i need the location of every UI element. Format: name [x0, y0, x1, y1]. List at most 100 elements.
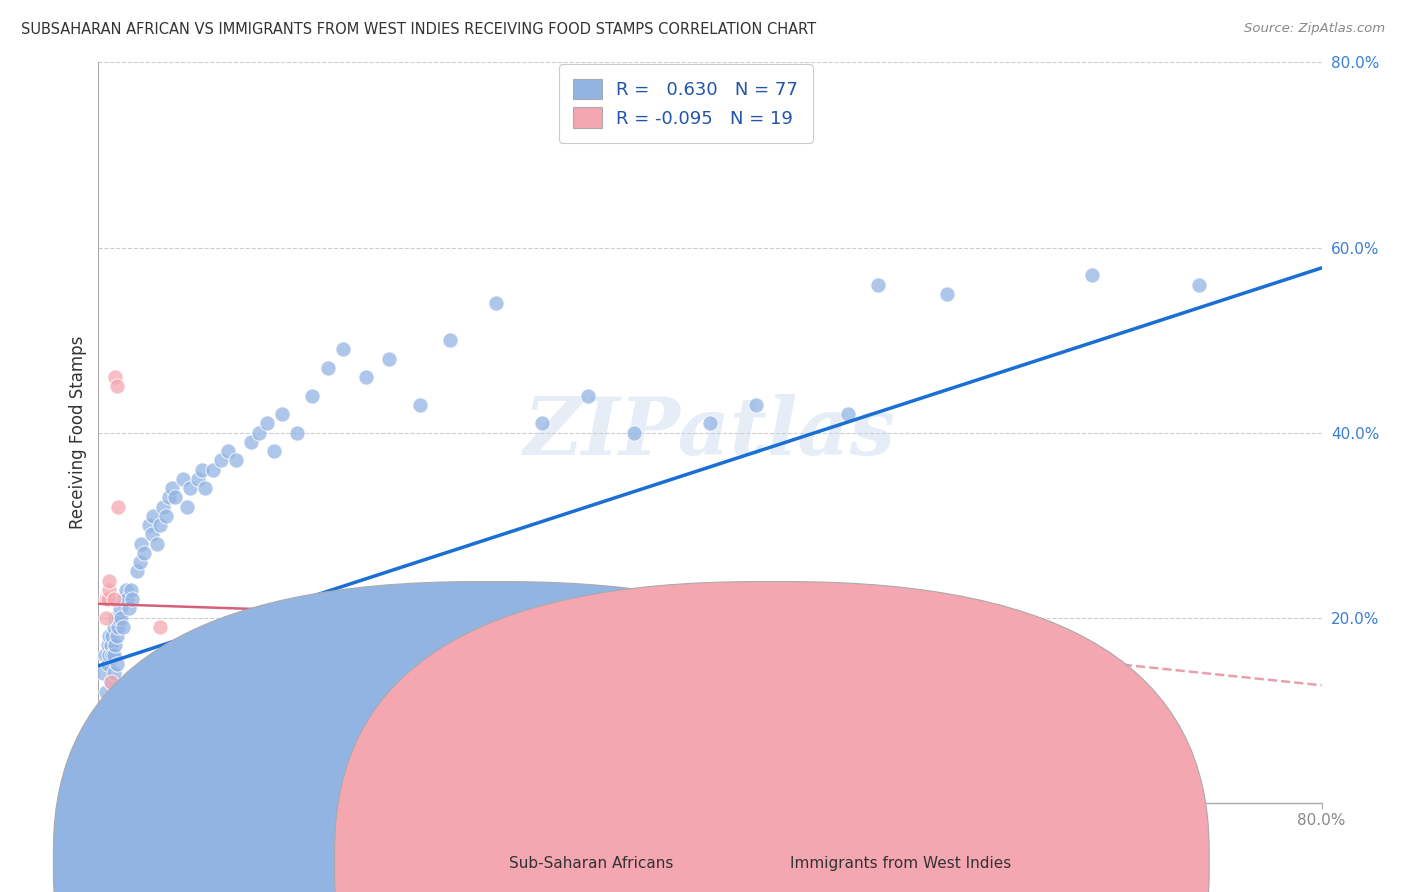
Point	[176, 685, 198, 699]
Point	[1188, 277, 1211, 292]
Point	[439, 333, 461, 347]
Point	[97, 657, 120, 671]
Point	[179, 481, 201, 495]
Point	[301, 388, 323, 402]
Point	[187, 472, 209, 486]
Point	[98, 629, 121, 643]
Point	[240, 434, 263, 449]
Point	[316, 360, 339, 375]
Point	[142, 508, 165, 523]
Y-axis label: Receiving Food Stamps: Receiving Food Stamps	[69, 336, 87, 529]
Point	[209, 453, 232, 467]
Point	[202, 462, 225, 476]
Point	[149, 620, 172, 634]
Point	[868, 277, 890, 292]
Point	[623, 425, 645, 440]
Point	[285, 425, 308, 440]
Point	[408, 398, 430, 412]
Point	[134, 546, 156, 560]
Point	[103, 620, 125, 634]
Point	[138, 518, 160, 533]
Point	[152, 500, 174, 514]
Point	[100, 639, 122, 653]
Point	[107, 610, 129, 624]
Point	[378, 351, 401, 366]
Point	[125, 565, 148, 579]
Point	[354, 370, 377, 384]
Point	[101, 740, 124, 755]
Point	[115, 582, 138, 597]
Point	[101, 629, 124, 643]
Point	[149, 518, 172, 533]
Point	[112, 592, 135, 607]
Point	[103, 592, 125, 607]
Point	[120, 582, 142, 597]
Point	[152, 694, 174, 708]
Point	[98, 648, 121, 662]
Point	[263, 444, 285, 458]
Point	[745, 398, 768, 412]
Point	[97, 592, 120, 607]
Point	[111, 620, 134, 634]
Point	[176, 500, 198, 514]
Point	[179, 685, 201, 699]
Point	[91, 666, 114, 681]
Point	[94, 685, 117, 699]
Point	[936, 286, 959, 301]
Point	[155, 508, 177, 523]
Point	[225, 453, 247, 467]
Point	[97, 639, 120, 653]
Point	[332, 343, 354, 357]
Point	[191, 462, 214, 476]
Point	[94, 610, 117, 624]
Point	[837, 407, 859, 421]
Point	[107, 500, 129, 514]
Point	[1081, 268, 1104, 283]
Point	[98, 574, 121, 588]
Point	[516, 685, 538, 699]
Point	[101, 648, 124, 662]
Point	[128, 555, 150, 569]
Point	[118, 601, 141, 615]
Point	[91, 703, 114, 717]
Point	[121, 592, 143, 607]
Point	[145, 536, 167, 550]
Point	[105, 657, 128, 671]
Point	[699, 417, 721, 431]
Point	[103, 648, 125, 662]
Point	[104, 370, 127, 384]
Point	[108, 601, 131, 615]
Point	[105, 379, 128, 393]
Text: Source: ZipAtlas.com: Source: ZipAtlas.com	[1244, 22, 1385, 36]
Legend: R =   0.630   N = 77, R = -0.095   N = 19: R = 0.630 N = 77, R = -0.095 N = 19	[558, 64, 813, 143]
Point	[256, 417, 278, 431]
Point	[194, 481, 217, 495]
Point	[93, 648, 115, 662]
Point	[160, 481, 183, 495]
Text: SUBSAHARAN AFRICAN VS IMMIGRANTS FROM WEST INDIES RECEIVING FOOD STAMPS CORRELAT: SUBSAHARAN AFRICAN VS IMMIGRANTS FROM WE…	[21, 22, 817, 37]
Point	[530, 417, 553, 431]
Point	[576, 388, 599, 402]
Text: Sub-Saharan Africans: Sub-Saharan Africans	[509, 856, 673, 871]
Point	[247, 425, 270, 440]
Point	[129, 536, 152, 550]
Point	[217, 444, 239, 458]
Point	[141, 527, 163, 541]
Point	[172, 472, 194, 486]
Point	[93, 740, 115, 755]
Point	[157, 491, 180, 505]
Point	[270, 407, 292, 421]
Point	[94, 592, 117, 607]
Point	[117, 592, 139, 607]
Text: ZIPatlas: ZIPatlas	[524, 394, 896, 471]
Point	[107, 620, 129, 634]
Point	[104, 610, 127, 624]
Point	[110, 610, 132, 624]
Text: Immigrants from West Indies: Immigrants from West Indies	[790, 856, 1011, 871]
Point	[90, 731, 112, 745]
Point	[163, 491, 186, 505]
Point	[103, 666, 125, 681]
Point	[100, 675, 122, 690]
Point	[105, 629, 128, 643]
Point	[100, 675, 122, 690]
